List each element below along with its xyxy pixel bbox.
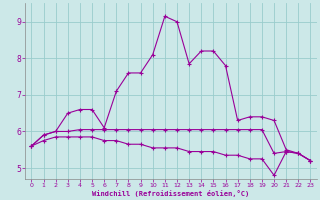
X-axis label: Windchill (Refroidissement éolien,°C): Windchill (Refroidissement éolien,°C) — [92, 190, 250, 197]
